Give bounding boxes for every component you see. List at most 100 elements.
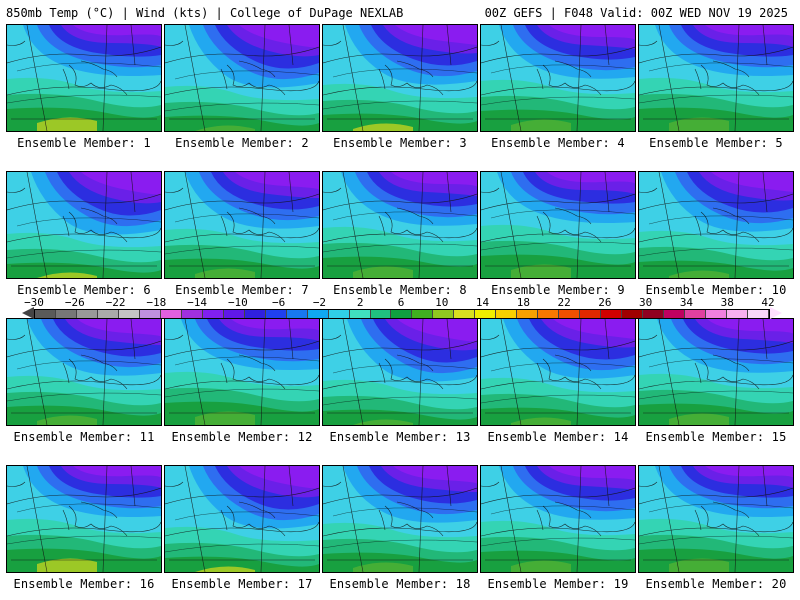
temperature-map [164,318,320,426]
colorbar-swatch [475,310,497,318]
colorbar-swatch [307,310,329,318]
ensemble-member-20-panel: Ensemble Member: 20 [638,465,794,591]
colorbar-tick-label: −22 [105,296,126,309]
member-label: Ensemble Member: 13 [329,430,471,444]
temperature-map [6,24,162,132]
colorbar-swatch [412,310,434,318]
temperature-map [638,24,794,132]
ensemble-member-19-panel: Ensemble Member: 19 [480,465,636,591]
colorbar-swatch [265,310,287,318]
colorbar-strip [34,309,770,319]
colorbar-right-arrow [770,307,782,319]
ensemble-member-7-panel: Ensemble Member: 7 [164,171,320,297]
member-label: Ensemble Member: 20 [645,577,787,591]
chart-title: 850mb Temp (°C) | Wind (kts) | College o… [6,6,404,20]
member-label: Ensemble Member: 15 [645,430,787,444]
member-label: Ensemble Member: 2 [175,136,309,150]
colorbar-swatch [55,310,77,318]
temperature-map [480,318,636,426]
temperature-map [480,24,636,132]
colorbar-tick-label: 14 [475,296,490,309]
temperature-map [638,171,794,279]
colorbar-swatch [559,310,581,318]
member-label: Ensemble Member: 1 [17,136,151,150]
colorbar-swatch [622,310,644,318]
colorbar-tick-label: 42 [761,296,775,309]
colorbar-tick-label: 10 [435,296,449,309]
ensemble-member-3-panel: Ensemble Member: 3 [322,24,478,150]
ensemble-member-5-panel: Ensemble Member: 5 [638,24,794,150]
colorbar-left-arrow [22,307,34,319]
ensemble-member-18-panel: Ensemble Member: 18 [322,465,478,591]
colorbar-swatch [328,310,350,318]
member-label: Ensemble Member: 10 [645,283,787,297]
colorbar-swatch [118,310,140,318]
member-label: Ensemble Member: 4 [491,136,625,150]
ensemble-member-16-panel: Ensemble Member: 16 [6,465,162,591]
member-label: Ensemble Member: 5 [649,136,783,150]
member-label: Ensemble Member: 11 [13,430,155,444]
ensemble-member-1-panel: Ensemble Member: 1 [6,24,162,150]
ensemble-member-11-panel: Ensemble Member: 11 [6,318,162,444]
colorbar-swatch [349,310,371,318]
temperature-map [322,465,478,573]
colorbar-tick-label: −18 [146,296,167,309]
ensemble-member-9-panel: Ensemble Member: 9 [480,171,636,297]
colorbar-swatch [538,310,560,318]
model-run-info: 00Z GEFS | F048 Valid: 00Z WED NOV 19 20… [484,6,788,20]
ensemble-member-10-panel: Ensemble Member: 10 [638,171,794,297]
temperature-map [322,171,478,279]
temperature-map [638,465,794,573]
member-label: Ensemble Member: 18 [329,577,471,591]
member-label: Ensemble Member: 12 [171,430,313,444]
ensemble-member-13-panel: Ensemble Member: 13 [322,318,478,444]
colorbar-swatch [35,310,56,318]
colorbar-swatch [580,310,602,318]
ensemble-member-8-panel: Ensemble Member: 8 [322,171,478,297]
ensemble-member-17-panel: Ensemble Member: 17 [164,465,320,591]
member-label: Ensemble Member: 3 [333,136,467,150]
colorbar-tick-label: 38 [720,296,734,309]
colorbar-tick-label: 34 [679,296,694,309]
colorbar-swatch [601,310,623,318]
member-label: Ensemble Member: 6 [17,283,151,297]
colorbar-swatch [139,310,161,318]
temperature-map [480,465,636,573]
colorbar-swatch [643,310,665,318]
ensemble-member-12-panel: Ensemble Member: 12 [164,318,320,444]
colorbar-swatch [391,310,413,318]
colorbar-tick-label: 30 [639,296,653,309]
colorbar-tick-label: 26 [598,296,612,309]
colorbar-swatch [202,310,224,318]
temperature-map [6,465,162,573]
temperature-map [322,24,478,132]
colorbar-tick-label: 6 [397,296,405,309]
temperature-map [164,24,320,132]
member-label: Ensemble Member: 16 [13,577,155,591]
colorbar-swatch [433,310,455,318]
colorbar-tick-label: 18 [516,296,530,309]
temperature-colorbar: −30 −26 −22 −18 −14 −10 −6 −2 2 6 10 14 18 22 26 30 34 38… [14,296,788,320]
member-label: Ensemble Member: 19 [487,577,629,591]
member-label: Ensemble Member: 14 [487,430,629,444]
colorbar-swatch [685,310,706,318]
member-label: Ensemble Member: 9 [491,283,625,297]
colorbar-swatch [726,310,748,318]
temperature-map [164,171,320,279]
colorbar-swatch [706,310,727,318]
temperature-map [164,465,320,573]
temperature-map [322,318,478,426]
colorbar-tick-label: 22 [557,296,571,309]
temperature-map [480,171,636,279]
temperature-map [638,318,794,426]
member-label: Ensemble Member: 7 [175,283,309,297]
colorbar-tick-label: 2 [356,296,364,309]
ensemble-member-4-panel: Ensemble Member: 4 [480,24,636,150]
colorbar-swatch [517,310,539,318]
colorbar-swatch [454,310,476,318]
ensemble-member-6-panel: Ensemble Member: 6 [6,171,162,297]
colorbar-swatch [244,310,266,318]
colorbar-tick-label: −30 [24,296,44,309]
ensemble-member-14-panel: Ensemble Member: 14 [480,318,636,444]
ensemble-member-15-panel: Ensemble Member: 15 [638,318,794,444]
